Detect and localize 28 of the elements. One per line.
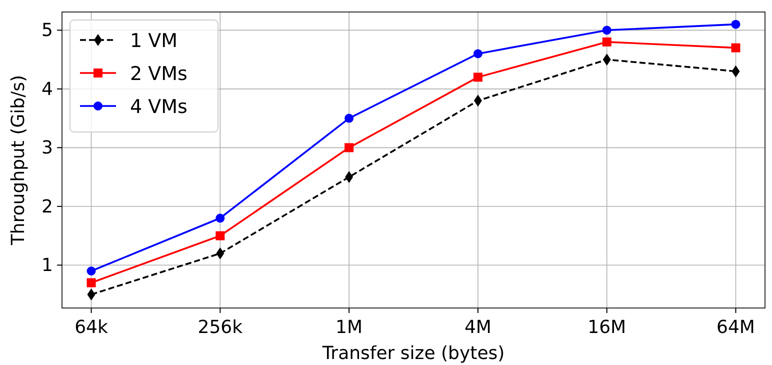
point — [344, 114, 354, 123]
x-axis-title: Transfer size (bytes) — [321, 343, 505, 364]
point — [86, 278, 96, 288]
y-tick-label: 2 — [42, 196, 53, 218]
legend-label: 4 VMs — [130, 96, 188, 118]
point — [731, 43, 740, 52]
point — [344, 143, 354, 152]
x-tick-label: 16M — [588, 317, 626, 338]
point — [473, 72, 482, 82]
legend-label: 2 VMs — [130, 63, 188, 85]
x-tick-label: 64M — [716, 317, 755, 338]
legend-label: 1 VM — [130, 30, 178, 52]
point — [216, 231, 225, 240]
y-tick-label: 5 — [42, 20, 53, 42]
y-tick-label: 4 — [42, 78, 53, 100]
x-tick-label: 256k — [198, 317, 244, 338]
point — [731, 20, 740, 29]
point — [473, 49, 482, 58]
y-tick-label: 1 — [42, 255, 53, 276]
x-tick-label: 64k — [74, 317, 108, 338]
y-tick-label: 3 — [42, 138, 53, 159]
point — [216, 214, 225, 223]
point — [86, 266, 96, 276]
point — [602, 26, 612, 35]
point — [602, 37, 612, 46]
x-tick-label: 4M — [464, 317, 492, 338]
x-tick-label: 1M — [336, 317, 363, 338]
y-axis-title: Throughput (Gib/s) — [8, 74, 29, 246]
